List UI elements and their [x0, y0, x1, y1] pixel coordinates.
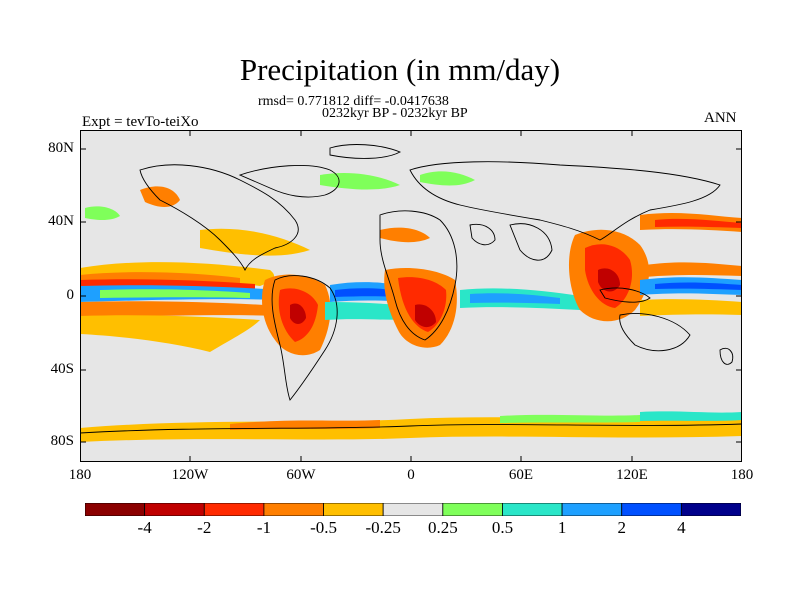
- plot-title: Precipitation (in mm/day): [239, 52, 561, 87]
- stats-line: rmsd= 0.771812 diff= -0.0417638: [258, 94, 449, 109]
- lon-tick-label: 120W: [171, 467, 209, 483]
- coastlines: [80, 144, 742, 434]
- colorbar-swatch: [144, 503, 205, 516]
- colorbar-swatch: [680, 503, 741, 516]
- colorbar-swatch: [85, 503, 146, 516]
- lon-tick-label: 60E: [508, 467, 534, 483]
- lat-tick-label: 0: [66, 287, 75, 303]
- colorbar: [85, 503, 741, 516]
- colorbar-swatch: [621, 503, 682, 516]
- colorbar-label: -4: [137, 518, 152, 537]
- colorbar-label: 0.25: [427, 518, 458, 537]
- colorbar-label: -0.25: [365, 518, 401, 537]
- experiment-label: Expt = tevTo-teiXo: [82, 114, 199, 130]
- lat-tick-label: 40N: [48, 213, 74, 229]
- colorbar-label: -0.5: [310, 518, 337, 537]
- colorbar-label: 1: [557, 518, 567, 537]
- colorbar-label: 0.5: [491, 518, 514, 537]
- lat-tick-label: 80S: [50, 433, 74, 449]
- colorbar-swatch: [502, 503, 563, 516]
- lon-tick-label: 60W: [286, 467, 316, 483]
- period-line: 0232kyr BP - 0232kyr BP: [322, 106, 468, 121]
- colorbar-label: -2: [197, 518, 212, 537]
- colorbar-swatch: [561, 503, 623, 516]
- anomaly-field: [80, 171, 742, 442]
- colorbar-swatch: [263, 503, 324, 516]
- colorbar-swatch: [442, 503, 503, 516]
- axis-ticks: [80, 130, 742, 462]
- lon-tick-label: 180: [730, 467, 754, 483]
- colorbar-label: 2: [617, 518, 626, 537]
- season-label: ANN: [704, 110, 737, 126]
- colorbar-swatch: [323, 503, 384, 516]
- colorbar-label: 4: [677, 518, 686, 537]
- lat-tick-label: 80N: [48, 140, 74, 156]
- lon-tick-label: 120E: [616, 467, 648, 483]
- colorbar-swatch: [203, 503, 265, 516]
- colorbar-swatch: [382, 503, 444, 516]
- lon-tick-label: 0: [407, 467, 415, 483]
- colorbar-label: -1: [256, 518, 271, 537]
- lat-tick-label: 40S: [50, 361, 74, 377]
- precipitation-map: [80, 130, 742, 462]
- lon-tick-label: 180: [68, 467, 92, 483]
